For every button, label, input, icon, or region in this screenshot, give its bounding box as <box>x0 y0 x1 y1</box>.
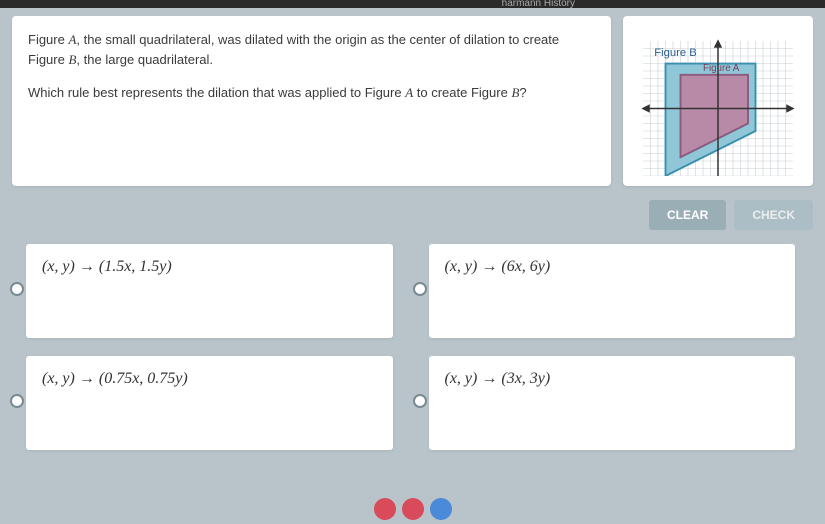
bottom-icon-row <box>374 498 452 520</box>
figure-card: Figure B Figure A <box>623 16 813 186</box>
top-bar: harmann History <box>0 0 825 8</box>
topbar-text: harmann History <box>502 0 575 9</box>
answer-option-d[interactable]: (x, y) → (3x, 3y) <box>433 356 796 450</box>
answer-option-a[interactable]: (x, y) → (1.5x, 1.5y) <box>30 244 393 338</box>
tool-icon-2[interactable] <box>402 498 424 520</box>
tool-icon-1[interactable] <box>374 498 396 520</box>
answer-text-d: (x, y) → (3x, 3y) <box>445 370 551 387</box>
clear-button[interactable]: CLEAR <box>649 200 726 230</box>
radio-a[interactable] <box>10 282 24 296</box>
tool-icon-3[interactable] <box>430 498 452 520</box>
answer-option-c[interactable]: (x, y) → (0.75x, 0.75y) <box>30 356 393 450</box>
dilation-diagram: Figure B Figure A <box>633 26 803 176</box>
answer-text-c: (x, y) → (0.75x, 0.75y) <box>42 370 188 387</box>
question-line-1: Figure A, the small quadrilateral, was d… <box>28 30 595 69</box>
answer-text-a: (x, y) → (1.5x, 1.5y) <box>42 258 172 275</box>
question-line-2: Which rule best represents the dilation … <box>28 83 595 103</box>
answer-option-b[interactable]: (x, y) → (6x, 6y) <box>433 244 796 338</box>
radio-d[interactable] <box>413 394 427 408</box>
question-card: Figure A, the small quadrilateral, was d… <box>12 16 611 186</box>
answer-card-c[interactable]: (x, y) → (0.75x, 0.75y) <box>26 356 393 450</box>
figure-a-label: Figure A <box>703 63 740 74</box>
radio-b[interactable] <box>413 282 427 296</box>
figure-b-label: Figure B <box>654 47 697 59</box>
check-button[interactable]: CHECK <box>734 200 813 230</box>
question-row: Figure A, the small quadrilateral, was d… <box>0 8 825 186</box>
answer-card-d[interactable]: (x, y) → (3x, 3y) <box>429 356 796 450</box>
answer-card-b[interactable]: (x, y) → (6x, 6y) <box>429 244 796 338</box>
answer-text-b: (x, y) → (6x, 6y) <box>445 258 551 275</box>
answers-grid: (x, y) → (1.5x, 1.5y) (x, y) → (6x, 6y) … <box>0 240 825 450</box>
answer-card-a[interactable]: (x, y) → (1.5x, 1.5y) <box>26 244 393 338</box>
action-row: CLEAR CHECK <box>0 186 825 240</box>
radio-c[interactable] <box>10 394 24 408</box>
